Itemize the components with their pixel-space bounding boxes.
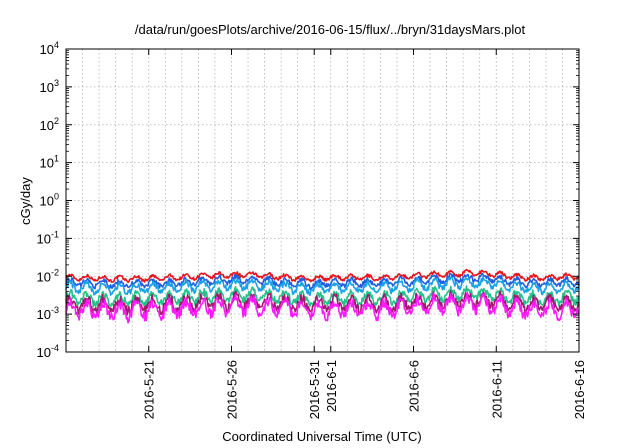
y-tick-label: 10-2 [37,267,59,284]
series-line [65,276,580,296]
x-tick-label: 2016-5-26 [224,360,239,419]
y-tick-label: 10-4 [37,343,59,360]
y-tick-label: 104 [40,40,59,57]
x-tick-label: 2016-6-1 [324,360,339,412]
y-tick-label: 103 [40,78,59,95]
x-axis: 2016-5-21 2016-5-26 2016-5-31 2016-6-1 2016-… [142,49,587,419]
x-axis-label: Coordinated Universal Time (UTC) [222,429,421,444]
y-tick-label: 10-1 [37,229,59,246]
y-axis: 10-4 10-3 10-2 10-1 100 101 102 103 104 [37,40,579,360]
x-tick-label: 2016-5-31 [307,360,322,419]
y-tick-label: 10-3 [37,305,59,322]
series-group [65,268,580,324]
series-line [65,285,580,308]
y-tick-label: 100 [40,192,59,209]
x-tick-label: 2016-6-6 [407,360,422,412]
y-tick-label: 101 [40,154,59,171]
series-line [65,291,580,324]
y-axis-label: cGy/day [18,177,33,225]
series-line [65,272,580,291]
x-tick-label: 2016-5-21 [142,360,157,419]
x-tick-label: 2016-6-11 [489,360,504,418]
y-tick-label: 102 [40,116,59,133]
x-tick-label: 2016-6-16 [572,360,587,419]
series-line [65,268,580,284]
chart-title: /data/run/goesPlots/archive/2016-06-15/f… [135,22,526,37]
